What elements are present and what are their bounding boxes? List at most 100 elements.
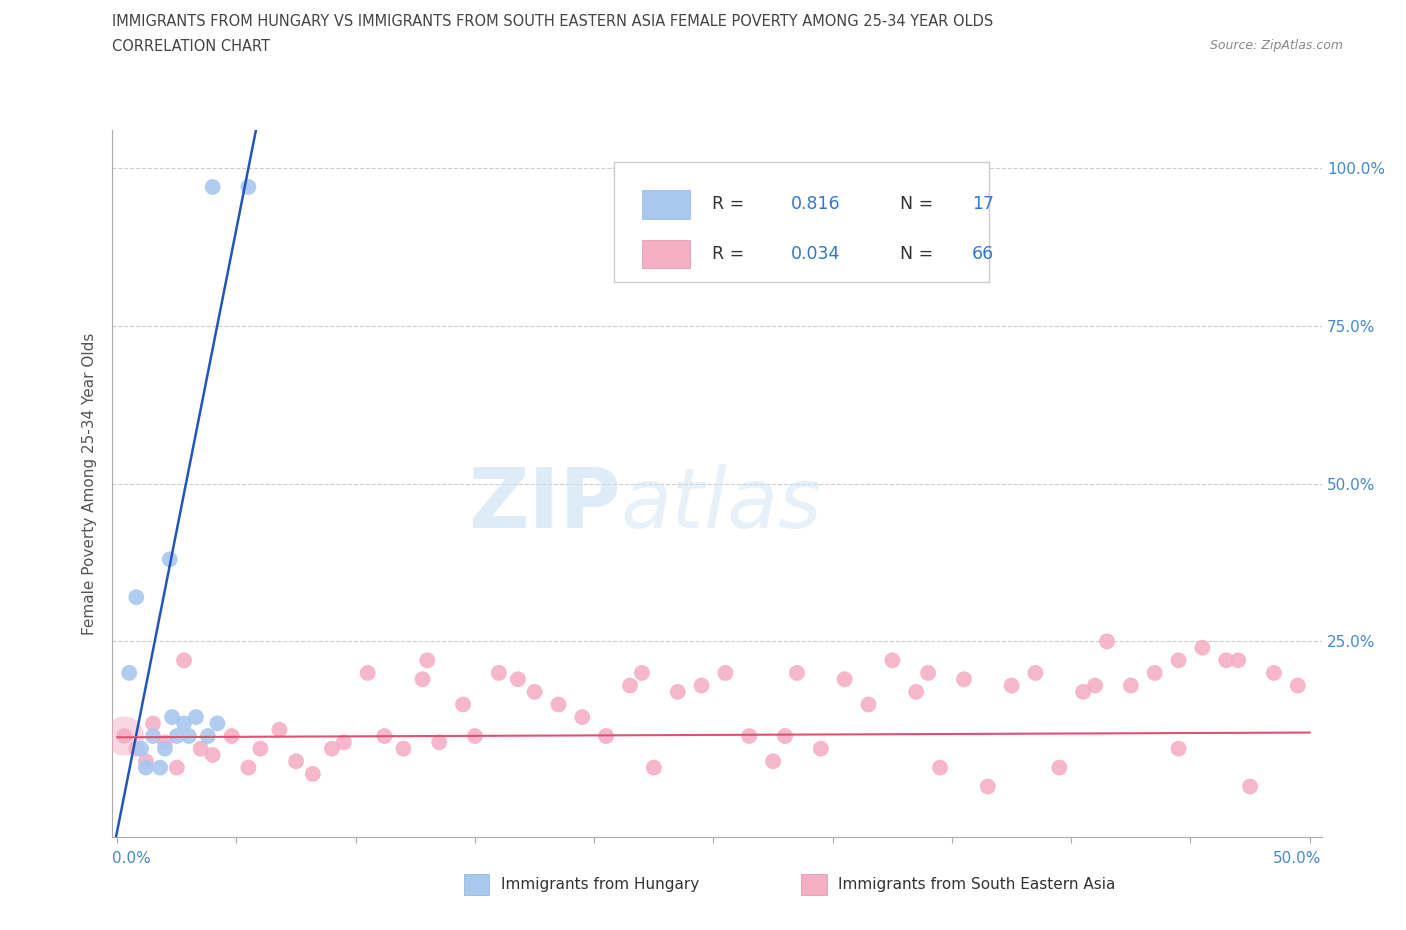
Point	[125, 590, 148, 604]
Point	[1071, 684, 1094, 699]
Point	[184, 710, 207, 724]
FancyBboxPatch shape	[614, 162, 988, 282]
Text: 0.0%: 0.0%	[112, 851, 152, 866]
Point	[173, 716, 195, 731]
Point	[738, 728, 761, 743]
Point	[412, 671, 434, 686]
Text: 0.034: 0.034	[790, 245, 841, 263]
Point	[153, 735, 176, 750]
Point	[1263, 666, 1285, 681]
Point	[1143, 666, 1166, 681]
Point	[173, 653, 195, 668]
FancyBboxPatch shape	[643, 240, 690, 268]
Point	[786, 666, 808, 681]
Point	[177, 728, 200, 743]
Point	[190, 741, 212, 756]
Point	[1167, 653, 1189, 668]
Point	[135, 754, 157, 769]
Point	[1119, 678, 1142, 693]
Point	[149, 760, 172, 775]
Point	[321, 741, 343, 756]
Point	[249, 741, 271, 756]
Point	[858, 698, 880, 712]
Point	[416, 653, 439, 668]
Point	[666, 684, 689, 699]
Point	[160, 710, 183, 724]
Point	[464, 728, 486, 743]
Point	[159, 551, 181, 566]
Point	[714, 666, 737, 681]
Point	[1047, 760, 1070, 775]
Text: atlas: atlas	[620, 464, 823, 545]
Point	[1084, 678, 1107, 693]
Text: Immigrants from South Eastern Asia: Immigrants from South Eastern Asia	[838, 877, 1115, 892]
Y-axis label: Female Poverty Among 25-34 Year Olds: Female Poverty Among 25-34 Year Olds	[82, 332, 97, 635]
Point	[690, 678, 713, 693]
Point	[834, 671, 856, 686]
Text: N =: N =	[900, 245, 934, 263]
Point	[1286, 678, 1309, 693]
Point	[142, 728, 165, 743]
Point	[373, 728, 395, 743]
Point	[238, 760, 260, 775]
Point	[1227, 653, 1250, 668]
Point	[953, 671, 976, 686]
Point	[977, 779, 1000, 794]
Point	[221, 728, 243, 743]
Point	[631, 666, 654, 681]
Point	[427, 735, 450, 750]
Point	[142, 716, 165, 731]
Point	[112, 728, 135, 743]
Point	[333, 735, 356, 750]
Point	[201, 179, 224, 194]
Point	[269, 723, 291, 737]
Point	[392, 741, 415, 756]
Point	[129, 741, 152, 756]
Text: 17: 17	[972, 195, 994, 213]
Point	[1215, 653, 1237, 668]
Point	[197, 728, 219, 743]
Point	[882, 653, 904, 668]
Point	[301, 766, 323, 781]
Point	[112, 728, 135, 743]
Point	[1024, 666, 1046, 681]
Point	[118, 666, 141, 681]
Text: 66: 66	[972, 245, 994, 263]
Point	[488, 666, 510, 681]
Point	[356, 666, 378, 681]
Point	[595, 728, 617, 743]
Point	[619, 678, 641, 693]
Point	[166, 728, 188, 743]
Text: IMMIGRANTS FROM HUNGARY VS IMMIGRANTS FROM SOUTH EASTERN ASIA FEMALE POVERTY AMO: IMMIGRANTS FROM HUNGARY VS IMMIGRANTS FR…	[112, 14, 994, 29]
Point	[1167, 741, 1189, 756]
Point	[1000, 678, 1022, 693]
Text: R =: R =	[713, 245, 744, 263]
Text: ZIP: ZIP	[468, 464, 620, 545]
FancyBboxPatch shape	[643, 191, 690, 219]
Point	[643, 760, 665, 775]
Point	[1095, 634, 1118, 649]
Point	[917, 666, 939, 681]
Text: 0.816: 0.816	[790, 195, 841, 213]
Point	[125, 741, 148, 756]
Point	[810, 741, 832, 756]
Point	[207, 716, 229, 731]
Point	[135, 760, 157, 775]
Point	[571, 710, 593, 724]
Point	[451, 698, 474, 712]
Text: R =: R =	[713, 195, 744, 213]
Text: 50.0%: 50.0%	[1274, 851, 1322, 866]
Point	[762, 754, 785, 769]
Point	[506, 671, 529, 686]
Point	[1191, 640, 1213, 655]
Text: Immigrants from Hungary: Immigrants from Hungary	[501, 877, 699, 892]
Text: CORRELATION CHART: CORRELATION CHART	[112, 39, 270, 54]
Point	[547, 698, 569, 712]
Point	[166, 760, 188, 775]
Point	[929, 760, 952, 775]
Text: N =: N =	[900, 195, 934, 213]
Point	[905, 684, 928, 699]
Point	[523, 684, 546, 699]
Point	[773, 728, 796, 743]
Point	[201, 748, 224, 763]
